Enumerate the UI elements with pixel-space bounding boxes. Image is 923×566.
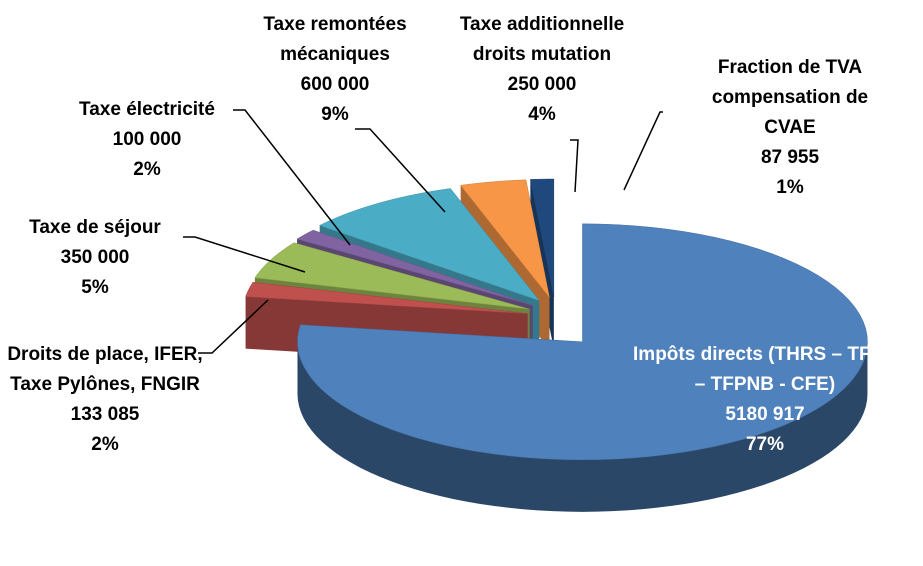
data-label: Impôts directs (THRS – TFPB – TFPNB - CF… bbox=[630, 340, 900, 460]
data-label: Taxe électricité 100 000 2% bbox=[52, 95, 242, 185]
leader-line bbox=[233, 109, 351, 246]
data-label: Fraction de TVA compensation de CVAE 87 9… bbox=[695, 53, 885, 203]
leader-line bbox=[198, 299, 269, 354]
slice-top bbox=[254, 242, 530, 310]
percentage-label: 4% bbox=[528, 104, 556, 125]
slice-wall bbox=[297, 341, 868, 512]
value-label: 350 000 bbox=[60, 247, 130, 268]
slice-top bbox=[245, 281, 528, 314]
value-label: 600 000 bbox=[300, 74, 370, 95]
percentage-label: 1% bbox=[776, 177, 804, 198]
percentage-label: 5% bbox=[81, 277, 109, 298]
category-label: Taxe remontées mécaniques bbox=[263, 14, 407, 65]
category-label: Droits de place, IFER, Taxe Pylônes, FNG… bbox=[7, 344, 203, 395]
category-label: Taxe électricité bbox=[79, 99, 215, 120]
category-label: Fraction de TVA compensation de CVAE bbox=[711, 57, 869, 138]
data-label: Taxe de séjour 350 000 5% bbox=[0, 213, 190, 303]
value-label: 250 000 bbox=[507, 74, 577, 95]
leader-line bbox=[570, 139, 579, 193]
percentage-label: 2% bbox=[91, 434, 119, 455]
percentage-label: 2% bbox=[133, 159, 161, 180]
category-label: Taxe additionnelle droits mutation bbox=[459, 14, 625, 65]
value-label: 87 955 bbox=[760, 147, 820, 168]
slice-top bbox=[296, 229, 533, 306]
leader-line bbox=[623, 111, 663, 191]
leader-line bbox=[355, 128, 446, 213]
category-label: Taxe de séjour bbox=[29, 217, 161, 238]
slice bbox=[297, 223, 868, 512]
value-label: 100 000 bbox=[112, 129, 182, 150]
slice-top bbox=[297, 223, 868, 461]
data-label: Taxe remontées mécaniques 600 000 9% bbox=[235, 10, 435, 130]
category-label: Impôts directs (THRS – TFPB – TFPNB - CF… bbox=[633, 344, 897, 395]
percentage-label: 77% bbox=[745, 434, 785, 455]
value-label: 5180 917 bbox=[725, 404, 805, 425]
percentage-label: 9% bbox=[321, 104, 349, 125]
data-label: Droits de place, IFER, Taxe Pylônes, FNG… bbox=[5, 340, 205, 460]
leader-line bbox=[183, 236, 306, 273]
slice-top bbox=[530, 178, 555, 298]
value-label: 133 085 bbox=[70, 404, 140, 425]
slice-top bbox=[460, 179, 550, 298]
data-label: Taxe additionnelle droits mutation 250 00… bbox=[442, 10, 642, 130]
